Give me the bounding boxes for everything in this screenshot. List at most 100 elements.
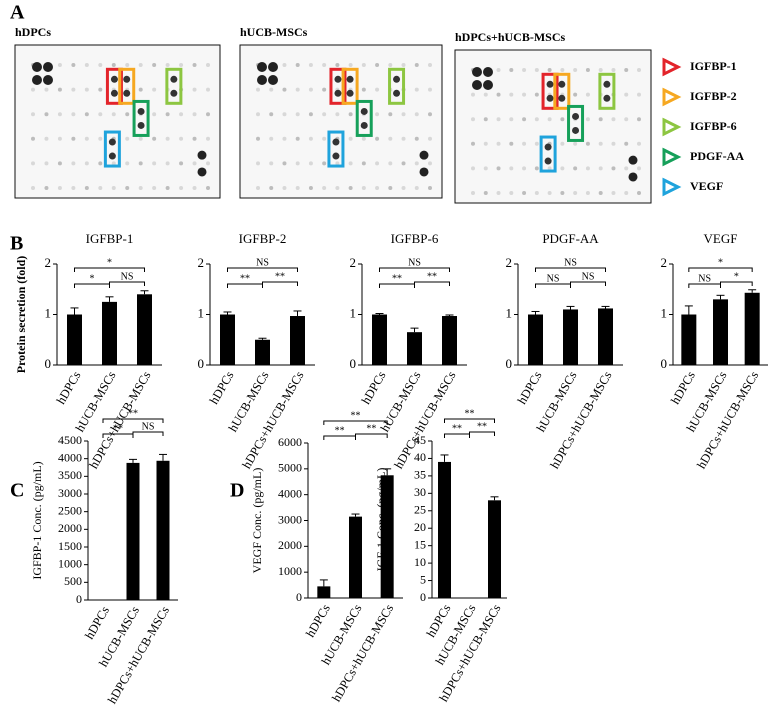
blot-spot <box>388 63 393 67</box>
blot-spot <box>348 186 353 190</box>
significance-bracket <box>444 418 495 423</box>
spot <box>108 138 116 146</box>
blot-spot <box>509 191 514 195</box>
blot-spot <box>179 161 184 166</box>
blot-spot <box>414 112 419 117</box>
blot-spot <box>335 63 340 67</box>
significance-label: NS <box>698 273 711 284</box>
blot-spot <box>98 136 103 141</box>
highlight-box <box>598 72 616 110</box>
chart-title: IGFBP-6 <box>391 231 439 246</box>
blot-spot <box>71 186 76 190</box>
blot-spot <box>31 112 35 117</box>
blot-spot <box>308 136 313 141</box>
blot-spot <box>637 166 641 171</box>
blot-spot <box>509 68 514 72</box>
blot-spot <box>375 161 380 166</box>
reference-spot <box>32 62 42 72</box>
spot <box>170 75 178 83</box>
reference-spot <box>43 75 53 85</box>
blot-spot <box>428 87 432 92</box>
blot-spot <box>534 117 539 122</box>
blot-spot <box>138 161 143 166</box>
spot <box>360 121 368 129</box>
significance-label: NS <box>547 273 560 284</box>
blot-spot <box>611 68 616 72</box>
blot-spot <box>428 186 432 190</box>
blot-spot <box>179 112 184 117</box>
reference-spot <box>32 75 42 85</box>
significance-bracket <box>535 267 606 272</box>
y-tick-label: 40 <box>414 450 426 464</box>
significance-label: ** <box>366 423 376 434</box>
blot-spot <box>84 136 89 141</box>
spot <box>393 75 401 83</box>
blot-spot <box>401 161 406 166</box>
reference-spot <box>197 150 207 160</box>
blot-spot <box>295 136 300 141</box>
blot-spot <box>401 63 406 67</box>
blot-spot <box>496 191 501 195</box>
blot-spot <box>206 186 210 190</box>
blot-spot <box>496 68 501 72</box>
spot <box>346 89 354 97</box>
y-tick-label: 2000 <box>278 538 302 552</box>
blot-spot <box>388 186 393 190</box>
blot-spot <box>496 117 501 122</box>
bar <box>407 332 422 365</box>
reference-spot <box>472 67 482 77</box>
blot-spot <box>509 141 514 146</box>
blot-spot <box>509 92 514 97</box>
blot-spot <box>256 161 260 166</box>
blot-spot <box>192 161 197 166</box>
chart-title: VEGF <box>704 231 738 246</box>
significance-bracket <box>355 433 388 438</box>
bar <box>598 308 613 365</box>
blot-spot <box>471 117 475 122</box>
legend-marker <box>662 57 682 77</box>
blot-spot <box>611 117 616 122</box>
blot-spot <box>84 112 89 117</box>
significance-label: NS <box>564 257 577 268</box>
y-tick-label: 0 <box>296 590 302 604</box>
blot-spot <box>152 161 157 166</box>
x-tick-label: hDPCs <box>54 369 84 407</box>
spot <box>393 89 401 97</box>
significance-label: ** <box>351 410 361 421</box>
blot-spot <box>206 63 210 67</box>
highlight-box <box>567 104 585 142</box>
blot-spot <box>165 186 170 190</box>
blot-spot <box>138 63 143 67</box>
blot-spot <box>44 112 49 117</box>
y-tick-label: 4000 <box>278 486 302 500</box>
blot-spot <box>256 136 260 141</box>
blot-spot <box>165 136 170 141</box>
spot <box>603 94 611 102</box>
x-tick-label: hDPCs <box>207 369 237 407</box>
spot <box>360 107 368 115</box>
y-tick-label: 4000 <box>58 450 82 464</box>
blot-spot <box>71 112 76 117</box>
significance-label: ** <box>427 271 437 282</box>
blot-spot <box>401 186 406 190</box>
y-tick-label: 2500 <box>58 503 82 517</box>
y-tick-label: 4500 <box>58 433 82 447</box>
y-tick-label: 1 <box>350 305 357 320</box>
blot-spot <box>560 117 565 122</box>
blot-spot <box>57 63 62 67</box>
spot <box>108 152 116 160</box>
blot-spot <box>522 68 527 72</box>
bar <box>290 316 305 365</box>
blot-spot <box>547 191 552 195</box>
blot-spot <box>598 141 603 146</box>
blot-spot <box>84 87 89 92</box>
reference-spot <box>628 155 638 165</box>
reference-spot <box>257 75 267 85</box>
y-tick-label: 35 <box>414 468 426 482</box>
blot-spot <box>282 63 287 67</box>
spot <box>334 89 342 97</box>
blot-spot <box>269 161 274 166</box>
blot-spot <box>428 161 432 166</box>
blot-spot <box>282 136 287 141</box>
blot-spot <box>138 186 143 190</box>
